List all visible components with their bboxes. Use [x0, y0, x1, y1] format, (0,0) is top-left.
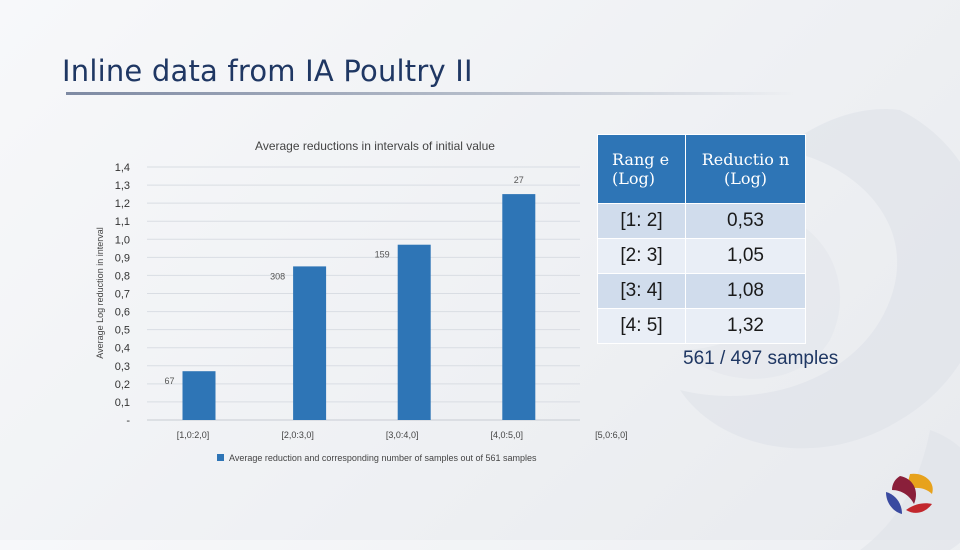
y-tick-label: -: [126, 415, 130, 427]
title-divider: [66, 92, 796, 95]
data-label: 159: [375, 250, 390, 260]
table-cell-reduction: 1,08: [685, 273, 806, 309]
y-tick-label: 1,0: [115, 234, 130, 246]
y-axis-label: Average Log reduction in interval: [95, 227, 105, 358]
table-row: [1: 2] 0,53: [597, 203, 806, 239]
table-cell-reduction: 1,32: [685, 308, 806, 344]
y-tick-label: 0,1: [115, 397, 130, 409]
legend-label: Average reduction and corresponding numb…: [229, 453, 537, 463]
bar: [293, 266, 327, 420]
y-tick-label: 1,4: [115, 162, 130, 174]
slide-title: Inline data from IA Poultry II: [62, 54, 473, 88]
table-cell-range: [3: 4]: [597, 273, 686, 309]
x-tick-label: [5,0:6,0]: [595, 430, 628, 440]
y-tick-label: 0,2: [115, 379, 130, 391]
y-tick-label: 0,4: [115, 343, 130, 355]
table-row: [2: 3] 1,05: [597, 238, 806, 274]
y-tick-label: 0,7: [115, 289, 130, 301]
data-label: 27: [514, 175, 524, 185]
x-tick-label: [1,0:2,0]: [177, 430, 210, 440]
legend-swatch: [217, 454, 224, 461]
table-cell-reduction: 0,53: [685, 203, 806, 239]
y-tick-label: 1,3: [115, 180, 130, 192]
y-tick-label: 0,9: [115, 252, 130, 264]
x-tick-label: [2,0:3,0]: [281, 430, 314, 440]
y-tick-label: 0,6: [115, 307, 130, 319]
data-label: 308: [270, 271, 285, 281]
bar: [502, 194, 536, 420]
samples-note: 561 / 497 samples: [683, 348, 839, 369]
x-tick-label: [4,0:5,0]: [491, 430, 524, 440]
table-header-reduction: Reductio n (Log): [685, 134, 806, 204]
poultry-swirl-logo-icon: [886, 473, 933, 514]
table-cell-reduction: 1,05: [685, 238, 806, 274]
y-tick-label: 0,5: [115, 325, 130, 337]
chart-title: Average reductions in intervals of initi…: [255, 139, 495, 153]
y-tick-label: 0,3: [115, 361, 130, 373]
table-cell-range: [2: 3]: [597, 238, 686, 274]
y-tick-label: 0,8: [115, 270, 130, 282]
bar: [397, 244, 431, 420]
reduction-table: Rang e (Log) Reductio n (Log) [1: 2] 0,5…: [597, 134, 806, 344]
table-header-range: Rang e (Log): [597, 134, 686, 204]
table-row: [3: 4] 1,08: [597, 273, 806, 309]
y-tick-label: 1,2: [115, 198, 130, 210]
table-cell-range: [4: 5]: [597, 308, 686, 344]
data-label: 67: [164, 376, 174, 386]
bar: [182, 371, 216, 420]
x-tick-label: [3,0:4,0]: [386, 430, 419, 440]
y-tick-label: 1,1: [115, 216, 130, 228]
table-row: [4: 5] 1,32: [597, 308, 806, 344]
table-cell-range: [1: 2]: [597, 203, 686, 239]
